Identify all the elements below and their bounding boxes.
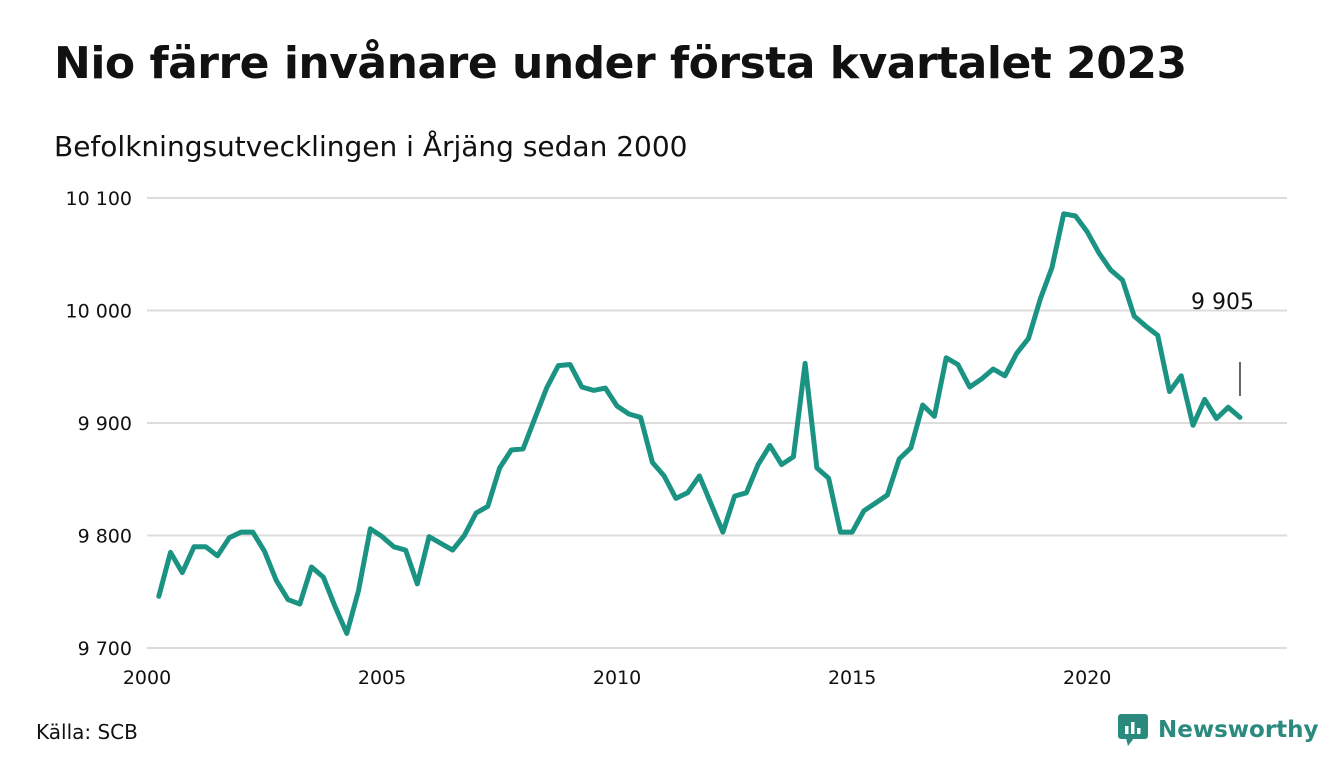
chart-title: Nio färre invånare under första kvartale… [54,38,1187,89]
series-group [156,211,1243,636]
series-line [156,211,1243,636]
y-tick-label: 10 100 [66,188,132,210]
grid-lines [147,197,1287,649]
brand-name: Newsworthy [1158,717,1319,743]
x-tick-label: 2005 [358,667,406,689]
newsworthy-logo-icon [1118,714,1148,746]
x-tick-label: 2010 [593,667,641,689]
x-tick-label: 2020 [1063,667,1111,689]
x-tick-label: 2015 [828,667,876,689]
y-tick-label: 9 900 [78,413,132,435]
x-tick-label: 2000 [123,667,171,689]
last-value-annotation: 9 905 [1191,290,1254,396]
brand-logo: Newsworthy [1118,714,1319,746]
y-tick-label: 9 800 [78,526,132,548]
chart-subtitle: Befolkningsutvecklingen i Årjäng sedan 2… [54,130,688,163]
last-value-label: 9 905 [1191,290,1254,315]
source-note: Källa: SCB [36,720,138,744]
y-tick-label: 10 000 [66,301,132,323]
y-tick-label: 9 700 [78,638,132,660]
x-axis: 2000 2005 2010 2015 2020 [123,667,1112,689]
y-axis: 9 700 9 800 9 900 10 000 10 100 [66,188,132,660]
